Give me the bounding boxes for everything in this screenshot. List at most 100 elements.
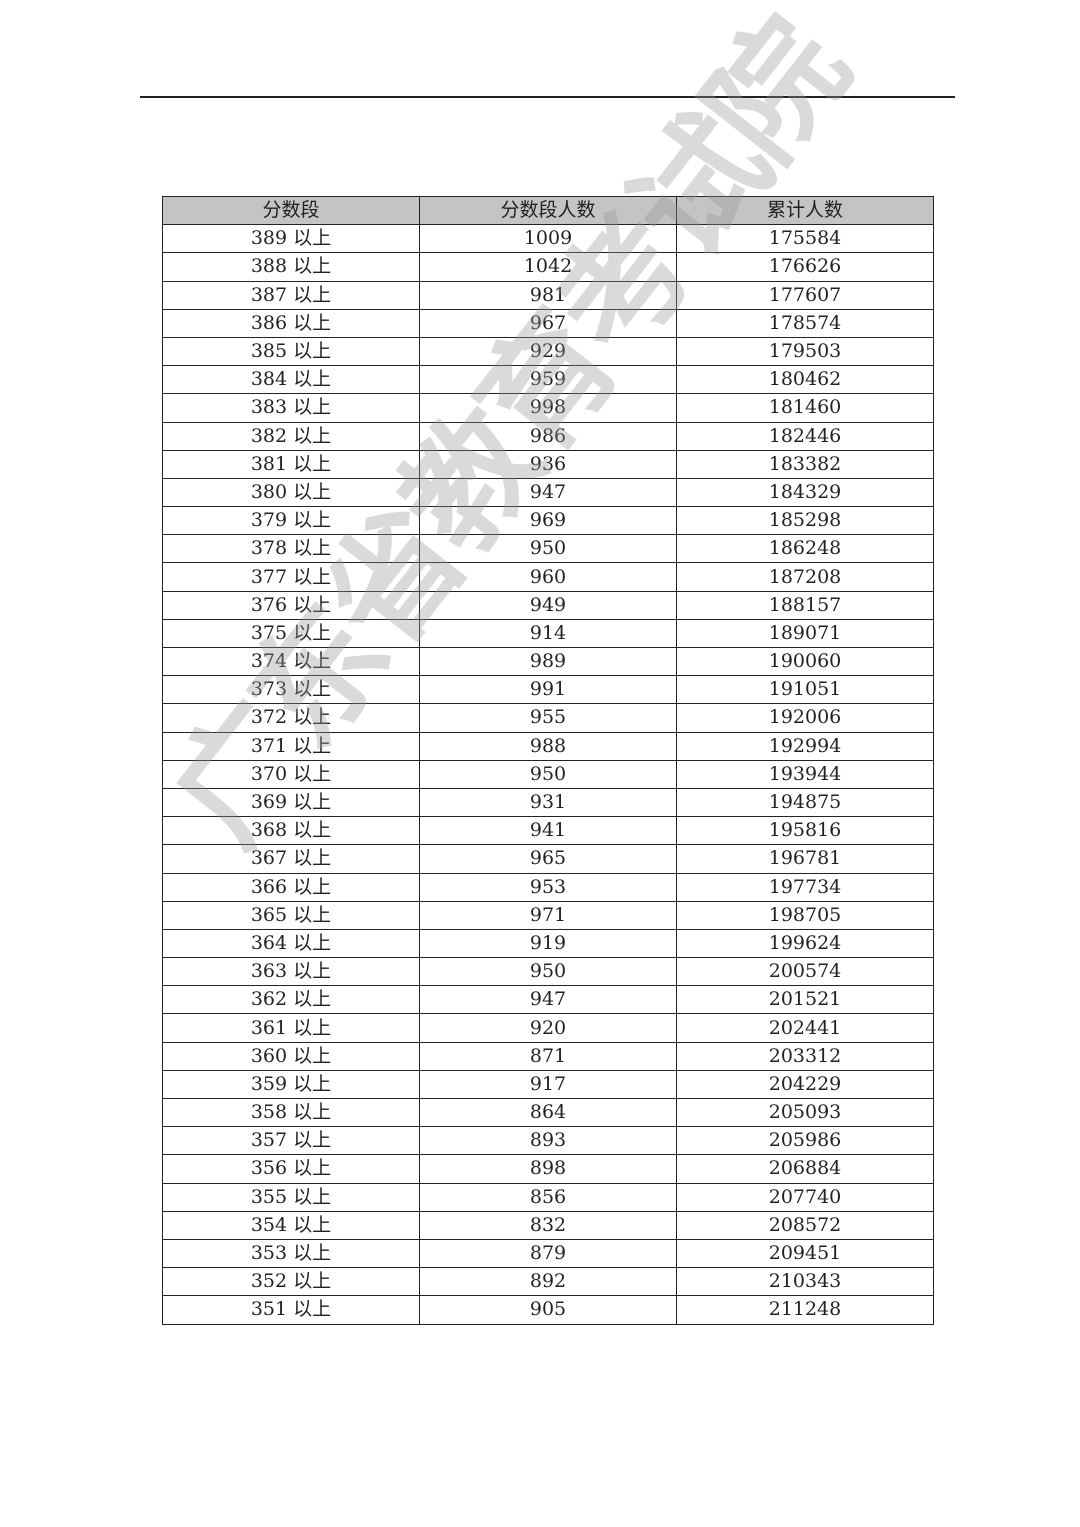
cell-count: 832 xyxy=(419,1210,677,1240)
cell-count: 947 xyxy=(419,985,677,1015)
cell-count: 905 xyxy=(419,1295,677,1325)
cell-cumulative: 198705 xyxy=(676,900,934,930)
cell-count: 955 xyxy=(419,703,677,733)
table-row: 381 以上 936 183382 xyxy=(162,449,934,479)
header-rule xyxy=(140,96,955,98)
cell-score-range: 373 以上 xyxy=(162,675,420,705)
cell-score-range: 354 以上 xyxy=(162,1210,420,1240)
cell-count: 953 xyxy=(419,872,677,902)
cell-cumulative: 179503 xyxy=(676,336,934,367)
table-row: 361 以上 920 202441 xyxy=(162,1013,934,1043)
table-row: 376 以上 949 188157 xyxy=(162,590,934,620)
table-row: 359 以上 917 204229 xyxy=(162,1069,934,1100)
cell-cumulative: 181460 xyxy=(676,393,934,423)
cell-cumulative: 182446 xyxy=(676,421,934,451)
cell-score-range: 379 以上 xyxy=(162,506,420,536)
cell-score-range: 352 以上 xyxy=(162,1267,420,1297)
cell-cumulative: 189071 xyxy=(676,618,934,649)
cell-cumulative: 194875 xyxy=(676,787,934,818)
cell-score-range: 374 以上 xyxy=(162,646,420,677)
table-row: 366 以上 953 197734 xyxy=(162,872,934,902)
cell-score-range: 389 以上 xyxy=(162,224,420,254)
cell-cumulative: 180462 xyxy=(676,365,934,395)
table-row: 362 以上 947 201521 xyxy=(162,985,934,1015)
cell-score-range: 386 以上 xyxy=(162,308,420,338)
table-row: 377 以上 960 187208 xyxy=(162,562,934,592)
cell-count: 950 xyxy=(419,759,677,789)
cell-score-range: 377 以上 xyxy=(162,562,420,592)
cell-count: 893 xyxy=(419,1126,677,1156)
table-row: 383 以上 998 181460 xyxy=(162,393,934,423)
cell-count: 991 xyxy=(419,675,677,705)
cell-count: 931 xyxy=(419,787,677,818)
table-row: 388 以上 1042 176626 xyxy=(162,252,934,282)
cell-cumulative: 177607 xyxy=(676,280,934,310)
cell-cumulative: 211248 xyxy=(676,1295,934,1325)
table-row: 367 以上 965 196781 xyxy=(162,844,934,874)
cell-count: 949 xyxy=(419,590,677,620)
cell-cumulative: 184329 xyxy=(676,477,934,508)
cell-score-range: 371 以上 xyxy=(162,731,420,761)
cell-score-range: 368 以上 xyxy=(162,816,420,846)
cell-count: 919 xyxy=(419,928,677,959)
cell-count: 969 xyxy=(419,506,677,536)
table-row: 351 以上 905 211248 xyxy=(162,1295,934,1325)
cell-cumulative: 190060 xyxy=(676,646,934,677)
table-row: 369 以上 931 194875 xyxy=(162,787,934,818)
table-row: 372 以上 955 192006 xyxy=(162,703,934,733)
cell-score-range: 384 以上 xyxy=(162,365,420,395)
table-row: 353 以上 879 209451 xyxy=(162,1238,934,1269)
table-body: 389 以上 1009 175584 388 以上 1042 176626 387 以上 98… xyxy=(162,224,934,1325)
cell-score-range: 358 以上 xyxy=(162,1097,420,1128)
cell-count: 950 xyxy=(419,957,677,987)
table-row: 382 以上 986 182446 xyxy=(162,421,934,451)
score-distribution-table: 分数段 分数段人数 累计人数 389 以上 1009 175584 388 以上 104… xyxy=(162,195,934,1325)
cell-cumulative: 210343 xyxy=(676,1267,934,1297)
cell-cumulative: 201521 xyxy=(676,985,934,1015)
cell-count: 965 xyxy=(419,844,677,874)
header-score-range: 分数段 xyxy=(162,195,420,226)
cell-score-range: 351 以上 xyxy=(162,1295,420,1325)
table-row: 389 以上 1009 175584 xyxy=(162,224,934,254)
cell-count: 960 xyxy=(419,562,677,592)
table-row: 380 以上 947 184329 xyxy=(162,477,934,508)
cell-cumulative: 207740 xyxy=(676,1182,934,1212)
table-row: 371 以上 988 192994 xyxy=(162,731,934,761)
table-row: 360 以上 871 203312 xyxy=(162,1041,934,1071)
cell-count: 871 xyxy=(419,1041,677,1071)
table-row: 368 以上 941 195816 xyxy=(162,816,934,846)
cell-count: 920 xyxy=(419,1013,677,1043)
cell-cumulative: 202441 xyxy=(676,1013,934,1043)
cell-score-range: 372 以上 xyxy=(162,703,420,733)
cell-score-range: 355 以上 xyxy=(162,1182,420,1212)
cell-cumulative: 186248 xyxy=(676,534,934,564)
cell-score-range: 375 以上 xyxy=(162,618,420,649)
cell-count: 917 xyxy=(419,1069,677,1100)
table-row: 384 以上 959 180462 xyxy=(162,365,934,395)
cell-score-range: 359 以上 xyxy=(162,1069,420,1100)
cell-cumulative: 196781 xyxy=(676,844,934,874)
cell-score-range: 376 以上 xyxy=(162,590,420,620)
cell-score-range: 388 以上 xyxy=(162,252,420,282)
table-row: 358 以上 864 205093 xyxy=(162,1097,934,1128)
cell-count: 856 xyxy=(419,1182,677,1212)
cell-score-range: 357 以上 xyxy=(162,1126,420,1156)
cell-cumulative: 191051 xyxy=(676,675,934,705)
cell-count: 864 xyxy=(419,1097,677,1128)
cell-count: 947 xyxy=(419,477,677,508)
cell-score-range: 383 以上 xyxy=(162,393,420,423)
cell-score-range: 366 以上 xyxy=(162,872,420,902)
cell-count: 988 xyxy=(419,731,677,761)
cell-cumulative: 197734 xyxy=(676,872,934,902)
cell-cumulative: 209451 xyxy=(676,1238,934,1269)
cell-score-range: 380 以上 xyxy=(162,477,420,508)
cell-count: 1009 xyxy=(419,224,677,254)
table-row: 352 以上 892 210343 xyxy=(162,1267,934,1297)
cell-score-range: 360 以上 xyxy=(162,1041,420,1071)
table-row: 356 以上 898 206884 xyxy=(162,1154,934,1184)
cell-cumulative: 176626 xyxy=(676,252,934,282)
cell-score-range: 353 以上 xyxy=(162,1238,420,1269)
cell-cumulative: 187208 xyxy=(676,562,934,592)
cell-count: 981 xyxy=(419,280,677,310)
cell-score-range: 385 以上 xyxy=(162,336,420,367)
